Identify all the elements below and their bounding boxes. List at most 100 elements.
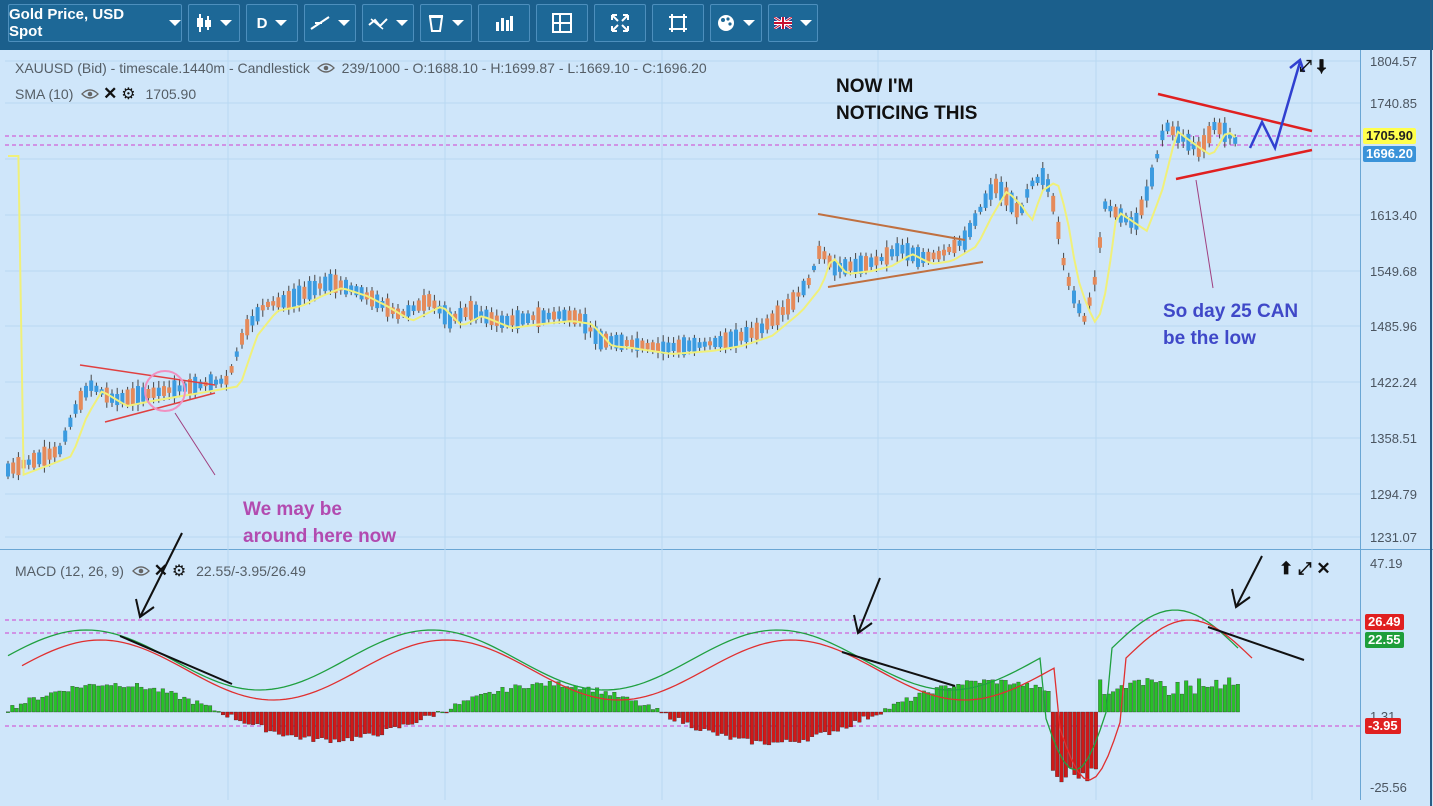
layout-button[interactable] — [536, 4, 588, 42]
candle-body — [619, 334, 624, 350]
volume-button[interactable] — [478, 4, 530, 42]
candle-body — [874, 256, 879, 266]
close-icon[interactable]: ✕ — [103, 84, 118, 103]
gear-icon[interactable]: ⚙ — [171, 563, 187, 580]
macd-histogram-bar — [233, 711, 238, 721]
draw-tools-button[interactable] — [304, 4, 356, 42]
candle-body — [385, 298, 390, 317]
macd-histogram-bar — [83, 685, 88, 713]
crop-button[interactable] — [652, 4, 704, 42]
macd-histogram-bar — [917, 692, 922, 713]
candle-body — [214, 379, 218, 385]
arrow-down-icon[interactable]: ⬇ — [1316, 58, 1327, 75]
macd-histogram-bar — [603, 691, 608, 713]
macd-histogram-bar — [311, 711, 316, 742]
macd-histogram-bar — [1192, 693, 1197, 713]
fullscreen-icon — [611, 14, 629, 32]
macd-histogram-bar — [375, 711, 380, 737]
expand-icon[interactable]: ⤢ — [1299, 58, 1312, 75]
macd-histogram-bar — [1098, 679, 1103, 713]
candle-body — [1087, 297, 1092, 306]
candle-body — [219, 378, 224, 384]
candle-body — [141, 387, 146, 402]
macd-histogram-bar — [1222, 684, 1227, 713]
candle-body — [931, 252, 936, 260]
trash-icon — [428, 15, 444, 32]
macd-line — [7, 609, 1239, 771]
line-draw-icon — [310, 16, 330, 30]
macd-histogram-bar — [31, 697, 36, 713]
candle-body — [853, 258, 858, 273]
macd-histogram-bar — [165, 692, 170, 713]
macd-histogram-bar — [590, 691, 595, 713]
candle-body — [411, 305, 416, 312]
indicators-button[interactable] — [362, 4, 414, 42]
macd-histogram-bar — [259, 711, 264, 726]
macd-histogram-bar — [526, 688, 531, 713]
gear-icon[interactable]: ⚙ — [121, 86, 136, 103]
candle-body — [936, 250, 941, 260]
candle-body — [1186, 133, 1191, 151]
fullscreen-button[interactable] — [594, 4, 646, 42]
candle-body — [63, 430, 68, 442]
macd-histogram-bar — [466, 700, 471, 713]
candle-body — [1113, 206, 1118, 218]
macd-histogram-bar — [1167, 694, 1171, 713]
candle-body — [796, 292, 801, 297]
candle-body — [328, 273, 333, 291]
eye-icon[interactable] — [131, 565, 150, 577]
theme-button[interactable] — [710, 4, 762, 42]
chevron-down-icon — [338, 20, 350, 26]
macd-histogram-bar — [324, 711, 329, 740]
chart-type-button[interactable] — [188, 4, 240, 42]
close-icon[interactable]: ✕ — [1316, 559, 1331, 578]
candle-body — [1004, 187, 1009, 206]
candle-body — [297, 285, 302, 306]
candle-body — [942, 249, 946, 256]
candle-body — [541, 310, 546, 323]
macd-histogram-bar — [53, 691, 58, 713]
macd-histogram-bar — [900, 701, 905, 713]
candle-body — [1191, 142, 1196, 150]
macd-histogram-bar — [805, 711, 810, 742]
projection-arrow — [1248, 61, 1302, 152]
macd-histogram-bar — [835, 711, 840, 732]
candle-body — [656, 343, 660, 353]
candle-body — [947, 246, 952, 253]
macd-histogram-bar — [767, 711, 772, 746]
macd-histogram-bar — [345, 711, 350, 739]
macd-histogram-bar — [848, 711, 853, 728]
candle-body — [671, 342, 676, 351]
macd-histogram-bar — [874, 711, 879, 716]
candle-body — [557, 311, 562, 319]
macd-histogram-bar — [749, 711, 754, 745]
candle-body — [416, 300, 421, 311]
candle-body — [682, 337, 686, 356]
candle-body — [1207, 126, 1212, 144]
macd-histogram-bar — [423, 711, 428, 716]
macd-histogram-bar — [152, 687, 157, 713]
candle-body — [791, 292, 796, 310]
timeframe-button[interactable]: D — [246, 4, 298, 42]
eye-icon[interactable] — [81, 88, 100, 100]
macd-header: MACD (12, 26, 9) ✕ ⚙ 22.55/-3.95/26.49 — [15, 561, 306, 581]
uk-flag-icon — [774, 17, 792, 29]
macd-histogram-bar — [199, 703, 204, 713]
language-button[interactable] — [768, 4, 818, 42]
sma-line — [8, 130, 1236, 477]
macd-histogram-bar — [754, 711, 759, 741]
macd-histogram-bar — [384, 711, 389, 729]
macd-histogram-bar — [1205, 686, 1210, 713]
arrow-up-icon[interactable]: ⬆ — [1279, 559, 1294, 578]
eye-icon[interactable] — [316, 62, 335, 74]
macd-histogram-bar — [784, 711, 789, 740]
instrument-selector[interactable]: Gold Price, USD Spot — [8, 4, 182, 42]
delete-button[interactable] — [420, 4, 472, 42]
close-icon[interactable]: ✕ — [153, 561, 168, 580]
expand-icon[interactable]: ⤢ — [1297, 559, 1312, 578]
candle-body — [1014, 203, 1019, 218]
macd-histogram-bar — [616, 697, 621, 713]
pointer-line — [174, 412, 216, 476]
macd-histogram-bar — [556, 681, 561, 713]
